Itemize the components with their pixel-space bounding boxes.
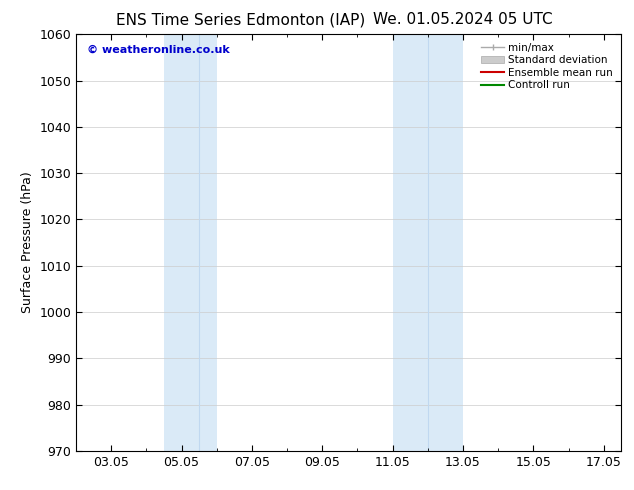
Y-axis label: Surface Pressure (hPa): Surface Pressure (hPa) — [21, 172, 34, 314]
Text: We. 01.05.2024 05 UTC: We. 01.05.2024 05 UTC — [373, 12, 553, 27]
Bar — [164, 34, 217, 451]
Text: ENS Time Series Edmonton (IAP): ENS Time Series Edmonton (IAP) — [116, 12, 366, 27]
Text: © weatheronline.co.uk: © weatheronline.co.uk — [87, 45, 230, 55]
Bar — [392, 34, 463, 451]
Legend: min/max, Standard deviation, Ensemble mean run, Controll run: min/max, Standard deviation, Ensemble me… — [478, 40, 616, 94]
